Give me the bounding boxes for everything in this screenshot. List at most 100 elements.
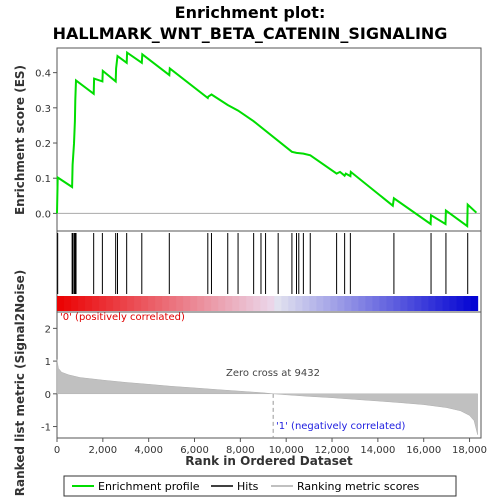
heat-bar-segment bbox=[428, 296, 437, 311]
heat-bar-segment bbox=[99, 296, 107, 311]
heat-bar-segment bbox=[183, 296, 191, 311]
heat-bar-segment bbox=[295, 296, 303, 311]
heat-bar-segment bbox=[92, 296, 100, 311]
heat-bar-segment bbox=[281, 296, 289, 311]
heat-bar-segment bbox=[330, 296, 338, 311]
heat-bar-segment bbox=[414, 296, 423, 311]
chart-title-line-1: Enrichment plot: bbox=[175, 3, 326, 22]
heat-bar-segment bbox=[246, 296, 254, 311]
x-tick-label: 0 bbox=[54, 445, 60, 456]
heat-bar-segment bbox=[379, 296, 388, 311]
heat-bar-segment bbox=[197, 296, 205, 311]
heat-bar-segment bbox=[365, 296, 374, 311]
heat-bar-segment bbox=[288, 296, 296, 311]
es-y-tick-label: 0.4 bbox=[35, 69, 51, 80]
heat-bar-segment bbox=[169, 296, 177, 311]
x-tick-label: 2,000 bbox=[89, 445, 118, 456]
heat-bar-segment bbox=[120, 296, 128, 311]
zero-cross-label: Zero cross at 9432 bbox=[226, 368, 320, 379]
heat-bar-segment bbox=[260, 296, 268, 311]
heat-bar-segment bbox=[456, 296, 465, 311]
ranking-heat-bar bbox=[57, 296, 479, 311]
metric-y-tick-label: -1 bbox=[41, 423, 51, 434]
x-tick-label: 18,000 bbox=[452, 445, 487, 456]
heat-bar-segment bbox=[64, 296, 72, 311]
metric-panel-frame bbox=[56, 311, 482, 439]
heat-bar-segment bbox=[225, 296, 233, 311]
heat-bar-segment bbox=[78, 296, 86, 311]
es-y-tick-label: 0.3 bbox=[35, 104, 51, 115]
heat-bar-segment bbox=[148, 296, 156, 311]
heat-bar-segment bbox=[316, 296, 324, 311]
es-y-tick-label: 0.0 bbox=[35, 209, 51, 220]
x-tick-label: 16,000 bbox=[406, 445, 441, 456]
heat-bar-segment bbox=[400, 296, 409, 311]
x-tick-label: 6,000 bbox=[180, 445, 209, 456]
heat-bar-segment bbox=[57, 296, 65, 311]
heat-bar-segment bbox=[421, 296, 430, 311]
heat-bar-segment bbox=[155, 296, 163, 311]
heat-bar-segment bbox=[386, 296, 395, 311]
x-tick-label: 8,000 bbox=[226, 445, 255, 456]
heat-bar-segment bbox=[134, 296, 142, 311]
heat-bar-segment bbox=[302, 296, 310, 311]
metric-y-tick-label: 2 bbox=[45, 324, 51, 335]
heat-bar-segment bbox=[407, 296, 416, 311]
es-panel-frame bbox=[56, 47, 482, 232]
heat-bar-segment bbox=[442, 296, 451, 311]
es-y-tick-label: 0.2 bbox=[35, 139, 51, 150]
heat-bar-segment bbox=[218, 296, 226, 311]
es-y-axis-label: Enrichment score (ES) bbox=[13, 65, 27, 215]
heat-bar-segment bbox=[204, 296, 212, 311]
heat-bar-segment bbox=[106, 296, 114, 311]
heat-bar-segment bbox=[358, 296, 367, 311]
positive-correlation-label: '0' (positively correlated) bbox=[60, 312, 185, 323]
metric-y-tick-label: 1 bbox=[45, 357, 51, 368]
heat-bar-segment bbox=[211, 296, 219, 311]
heat-bar-segment bbox=[190, 296, 198, 311]
x-tick-label: 12,000 bbox=[315, 445, 350, 456]
heat-bar-segment bbox=[162, 296, 170, 311]
heat-bar-segment bbox=[323, 296, 331, 311]
heat-bar-segment bbox=[463, 296, 472, 311]
legend-frame bbox=[63, 475, 457, 497]
heat-bar-segment bbox=[435, 296, 444, 311]
x-tick-label: 14,000 bbox=[360, 445, 395, 456]
heat-bar-segment bbox=[470, 296, 479, 311]
heat-bar-segment bbox=[309, 296, 317, 311]
metric-y-tick-label: 0 bbox=[45, 390, 51, 401]
heat-bar-segment bbox=[351, 296, 360, 311]
heat-bar-segment bbox=[113, 296, 121, 311]
es-y-tick-label: 0.1 bbox=[35, 174, 51, 185]
x-axis: 0 2,000 4,000 6,000 8,000 10,000 12,000 14,000 1… bbox=[54, 438, 487, 456]
heat-bar-segment bbox=[239, 296, 247, 311]
metric-y-axis-label: Ranked list metric (Signal2Noise) bbox=[13, 270, 27, 497]
heat-bar-segment bbox=[127, 296, 135, 311]
heat-bar-segment bbox=[85, 296, 93, 311]
heat-bar-segment bbox=[372, 296, 381, 311]
ranking-metric-area bbox=[56, 359, 478, 435]
heat-bar-segment bbox=[449, 296, 458, 311]
legend: Enrichment profile Hits Ranking metric s… bbox=[63, 475, 457, 497]
heat-bar-segment bbox=[176, 296, 184, 311]
enrichment-profile-line bbox=[56, 50, 478, 229]
heat-bar-segment bbox=[71, 296, 79, 311]
x-tick-label: 4,000 bbox=[134, 445, 163, 456]
heat-bar-segment bbox=[344, 296, 352, 311]
chart-title-line-2: HALLMARK_WNT_BETA_CATENIN_SIGNALING bbox=[53, 24, 448, 43]
heat-bar-segment bbox=[337, 296, 345, 311]
heat-bar-segment bbox=[141, 296, 149, 311]
x-axis-label: Rank in Ordered Dataset bbox=[185, 454, 353, 468]
legend-enrichment-profile-label: Enrichment profile bbox=[98, 480, 200, 493]
heat-bar-segment bbox=[232, 296, 240, 311]
legend-ranking-metric-label: Ranking metric scores bbox=[297, 480, 419, 493]
hits-marks bbox=[57, 233, 469, 294]
heat-bar-segment bbox=[393, 296, 402, 311]
legend-hits-label: Hits bbox=[237, 480, 259, 493]
heat-bar-segment bbox=[253, 296, 261, 311]
metric-y-axis: -1 0 1 2 bbox=[41, 324, 57, 434]
heat-bar-segment bbox=[274, 296, 282, 311]
negative-correlation-label: '1' (negatively correlated) bbox=[276, 421, 405, 432]
es-y-axis: 0.0 0.1 0.2 0.3 0.4 bbox=[35, 69, 57, 220]
